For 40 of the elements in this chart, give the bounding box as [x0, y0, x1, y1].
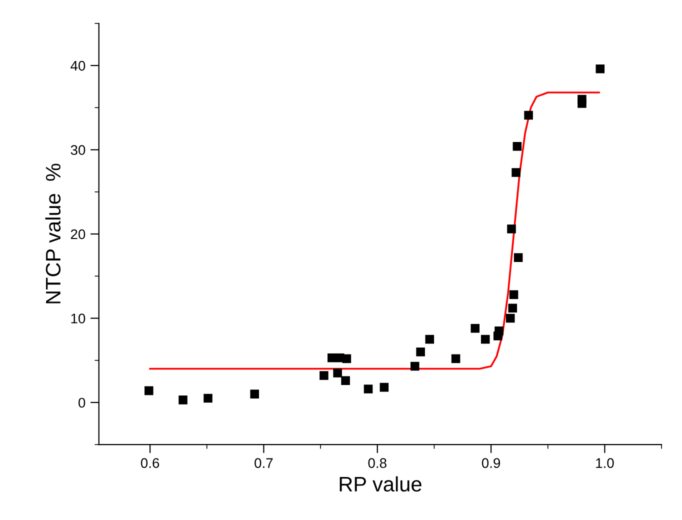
x-tick-label: 0.6 — [140, 458, 160, 468]
line-series — [149, 92, 600, 370]
point — [250, 390, 260, 398]
point — [512, 168, 520, 177]
point — [410, 362, 420, 371]
x-tick-label: 0.8 — [368, 458, 386, 468]
x-tick-label: 0.7 — [254, 458, 273, 468]
point — [470, 324, 480, 333]
point — [480, 334, 490, 344]
x-tick-label: 1.0 — [596, 458, 614, 468]
point — [425, 334, 434, 344]
point — [494, 326, 504, 336]
point — [416, 348, 425, 356]
point — [364, 384, 373, 394]
point — [514, 253, 523, 262]
point — [506, 314, 515, 323]
point — [204, 394, 212, 403]
point — [509, 290, 518, 300]
y-tick-label: 10 — [71, 314, 86, 324]
point — [578, 94, 586, 104]
point — [507, 224, 516, 234]
point — [380, 382, 389, 392]
point — [333, 368, 342, 378]
point — [512, 142, 522, 151]
y-tick-label: 20 — [70, 229, 86, 240]
point — [596, 64, 605, 74]
y-axis-title: NTCP value % — [45, 164, 61, 304]
y-tick-label: 40 — [70, 60, 86, 71]
point — [342, 354, 352, 364]
y-tick-label: 30 — [70, 145, 86, 155]
point — [178, 396, 188, 404]
x-tick-label: 0.9 — [482, 458, 500, 468]
point — [144, 386, 154, 396]
point — [451, 354, 460, 364]
x-axis-title: RP value — [340, 476, 422, 492]
point — [341, 376, 350, 385]
point — [508, 304, 518, 313]
point — [524, 110, 533, 120]
point — [320, 371, 328, 380]
y-tick-label: 0 — [78, 398, 86, 408]
